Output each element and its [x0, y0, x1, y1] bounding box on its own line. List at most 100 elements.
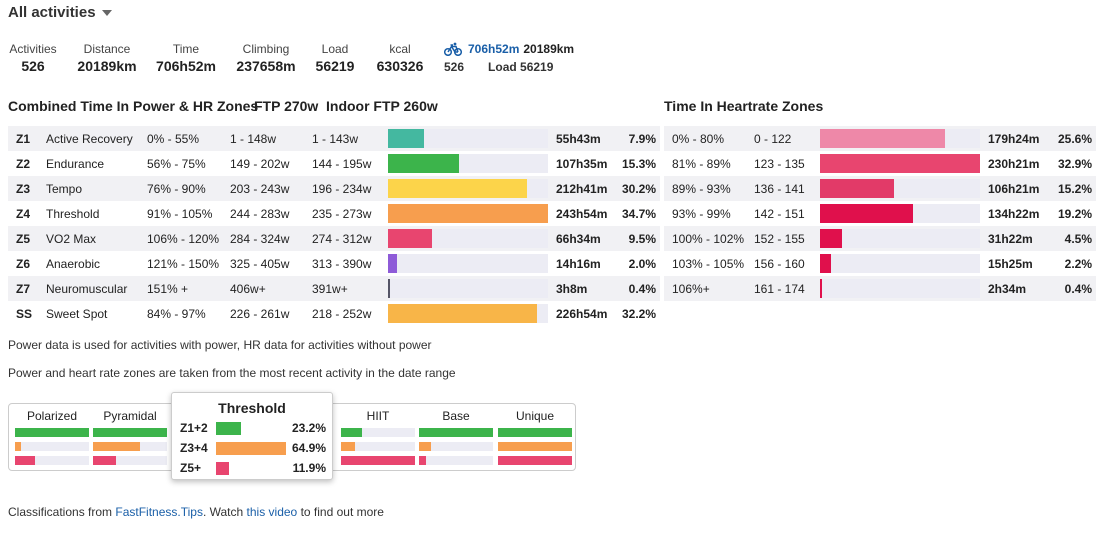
zone-row[interactable]: Z2 Endurance 56% - 75% 149 - 202w 144 - 195w…: [8, 151, 660, 176]
popup-bar-track: [216, 422, 286, 435]
classification-bar: [341, 456, 415, 465]
classification-bar-track: [498, 442, 572, 451]
classification-bar-track: [15, 428, 89, 437]
footer-prefix: Classifications from: [8, 505, 116, 519]
classification-bar-track: [419, 442, 493, 451]
stat-label: Climbing: [242, 42, 290, 56]
indoor-ftp-label: Indoor FTP 260w: [326, 98, 438, 114]
stat-distance: Distance 20189km: [76, 42, 138, 74]
classification-bar: [419, 456, 426, 465]
zone-code: Z6: [16, 256, 31, 271]
hr-zone-percent: 2.2%: [1064, 257, 1092, 271]
classification-pyramidal[interactable]: Pyramidal: [93, 404, 167, 465]
classification-bar-track: [93, 442, 167, 451]
hr-zone-row[interactable]: 93% - 99% 142 - 151 134h22m 19.2%: [664, 201, 1096, 226]
zone-code: Z2: [16, 156, 31, 171]
popup-row-label: Z1+2: [180, 421, 208, 435]
zone-time: 243h54m: [556, 206, 608, 221]
classification-bar: [498, 428, 572, 437]
zone-code: Z4: [16, 206, 31, 221]
zone-code: SS: [16, 306, 33, 321]
classification-bar-track: [15, 456, 89, 465]
hr-zone-percent: 4.5%: [1064, 232, 1092, 246]
zone-row[interactable]: Z7 Neuromuscular 151% + 406w+ 391w+ 3h8m 0.4%: [8, 276, 660, 301]
hr-zone-time: 230h21m: [988, 157, 1040, 171]
zone-watts: 149 - 202w: [230, 156, 290, 171]
stat-value: 20189km: [77, 58, 137, 74]
combined-zones-title: Combined Time In Power & HR Zones: [8, 98, 259, 114]
zone-row[interactable]: Z5 VO2 Max 106% - 120% 284 - 324w 274 - 312w…: [8, 226, 660, 251]
hr-zone-time: 31h22m: [988, 232, 1033, 246]
zone-row[interactable]: Z3 Tempo 76% - 90% 203 - 243w 196 - 234w 212h…: [8, 176, 660, 201]
hr-zone-row[interactable]: 100% - 102% 152 - 155 31h22m 4.5%: [664, 226, 1096, 251]
page-title: All activities: [8, 4, 96, 21]
zone-row[interactable]: Z1 Active Recovery 0% - 55% 1 - 148w 1 - 143…: [8, 126, 660, 151]
zone-indoor-watts: 235 - 273w: [312, 206, 372, 221]
zone-percent: 9.5%: [628, 231, 656, 246]
bike-time-link[interactable]: 706h52m: [468, 42, 520, 56]
zone-code: Z1: [16, 131, 31, 146]
hr-zone-row[interactable]: 106%+ 161 - 174 2h34m 0.4%: [664, 276, 1096, 301]
hr-zone-bpm: 161 - 174: [754, 282, 805, 296]
classification-bar-track: [419, 456, 493, 465]
activities-filter-dropdown[interactable]: All activities: [8, 4, 112, 21]
zone-bar-track: [388, 229, 548, 248]
classification-bar: [419, 428, 493, 437]
stat-value: 706h52m: [156, 58, 216, 74]
classification-unique[interactable]: Unique: [498, 404, 572, 465]
zone-time: 3h8m: [556, 281, 588, 296]
zone-row[interactable]: SS Sweet Spot 84% - 97% 226 - 261w 218 - 252…: [8, 301, 660, 326]
classification-label: Polarized: [26, 409, 78, 423]
bike-distance: 20189km: [523, 42, 575, 56]
popup-row-label: Z3+4: [180, 441, 208, 455]
zone-bar-track: [388, 154, 548, 173]
classification-polarized[interactable]: Polarized: [15, 404, 89, 465]
classification-base[interactable]: Base: [419, 404, 493, 465]
classification-bar: [15, 428, 89, 437]
classification-label: Pyramidal: [103, 409, 157, 423]
zone-time: 55h43m: [556, 131, 601, 146]
stat-label: Time: [172, 42, 200, 56]
hr-zone-bpm: 0 - 122: [754, 132, 792, 146]
zone-bar-track: [388, 179, 548, 198]
hr-zone-row[interactable]: 81% - 89% 123 - 135 230h21m 32.9%: [664, 151, 1096, 176]
fastfitness-link[interactable]: FastFitness.Tips: [115, 505, 203, 519]
zone-name: Anaerobic: [46, 256, 101, 271]
chevron-down-icon: [101, 9, 112, 16]
hr-zone-row[interactable]: 103% - 105% 156 - 160 15h25m 2.2%: [664, 251, 1096, 276]
classification-label: HIIT: [366, 409, 390, 423]
bike-load: Load 56219: [488, 60, 554, 74]
footer-middle: . Watch: [202, 505, 247, 519]
zone-bar: [388, 279, 390, 298]
popup-row: Z5+ 11.9%: [180, 461, 326, 475]
classification-bar-track: [419, 428, 493, 437]
zone-row[interactable]: Z6 Anaerobic 121% - 150% 325 - 405w 313 - 39…: [8, 251, 660, 276]
video-link[interactable]: this video: [246, 505, 298, 519]
zone-name: Threshold: [46, 206, 100, 221]
popup-bar-track: [216, 462, 286, 475]
zone-bar: [388, 304, 537, 323]
classification-bar: [498, 442, 572, 451]
hr-bar-track: [820, 229, 980, 248]
hr-bar: [820, 179, 894, 198]
ftp-label: FTP 270w: [254, 98, 319, 114]
zone-ftp-percent: 0% - 55%: [147, 131, 200, 146]
hr-zone-percent-range: 81% - 89%: [672, 157, 731, 171]
hr-bar-track: [820, 279, 980, 298]
zone-row[interactable]: Z4 Threshold 91% - 105% 244 - 283w 235 - 273…: [8, 201, 660, 226]
zone-time: 212h41m: [556, 181, 608, 196]
zone-bar: [388, 154, 459, 173]
hr-zone-row[interactable]: 0% - 80% 0 - 122 179h24m 25.6%: [664, 126, 1096, 151]
classification-hiit[interactable]: HIIT: [341, 404, 415, 465]
power-zones-table: Z1 Active Recovery 0% - 55% 1 - 148w 1 - 143…: [8, 126, 660, 326]
zone-ftp-percent: 121% - 150%: [147, 256, 220, 271]
hr-zone-row[interactable]: 89% - 93% 136 - 141 106h21m 15.2%: [664, 176, 1096, 201]
hr-bar-track: [820, 129, 980, 148]
hr-zone-bpm: 152 - 155: [754, 232, 805, 246]
zone-bar-track: [388, 304, 548, 323]
zone-ftp-percent: 106% - 120%: [147, 231, 220, 246]
zone-bar: [388, 129, 425, 148]
hr-zone-time: 15h25m: [988, 257, 1033, 271]
bike-icon: [444, 42, 462, 56]
hr-zone-bpm: 123 - 135: [754, 157, 805, 171]
